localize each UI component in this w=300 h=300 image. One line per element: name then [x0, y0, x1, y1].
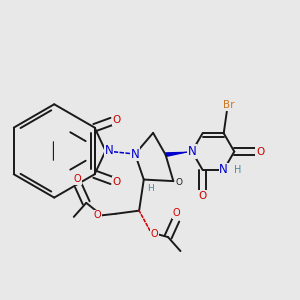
Text: O: O [112, 115, 121, 125]
Text: O: O [176, 178, 182, 187]
Text: N: N [188, 145, 196, 158]
Text: O: O [198, 191, 207, 201]
Text: O: O [256, 147, 264, 157]
Text: N: N [219, 164, 228, 176]
Text: O: O [74, 174, 81, 184]
Polygon shape [165, 152, 192, 157]
Text: O: O [151, 229, 158, 239]
Text: Br: Br [223, 100, 234, 110]
Text: O: O [112, 177, 121, 187]
Text: N: N [131, 148, 140, 160]
Text: N: N [105, 144, 114, 157]
Text: H: H [234, 165, 241, 175]
Text: H: H [147, 184, 154, 193]
Text: O: O [93, 210, 101, 220]
Text: O: O [172, 208, 180, 218]
